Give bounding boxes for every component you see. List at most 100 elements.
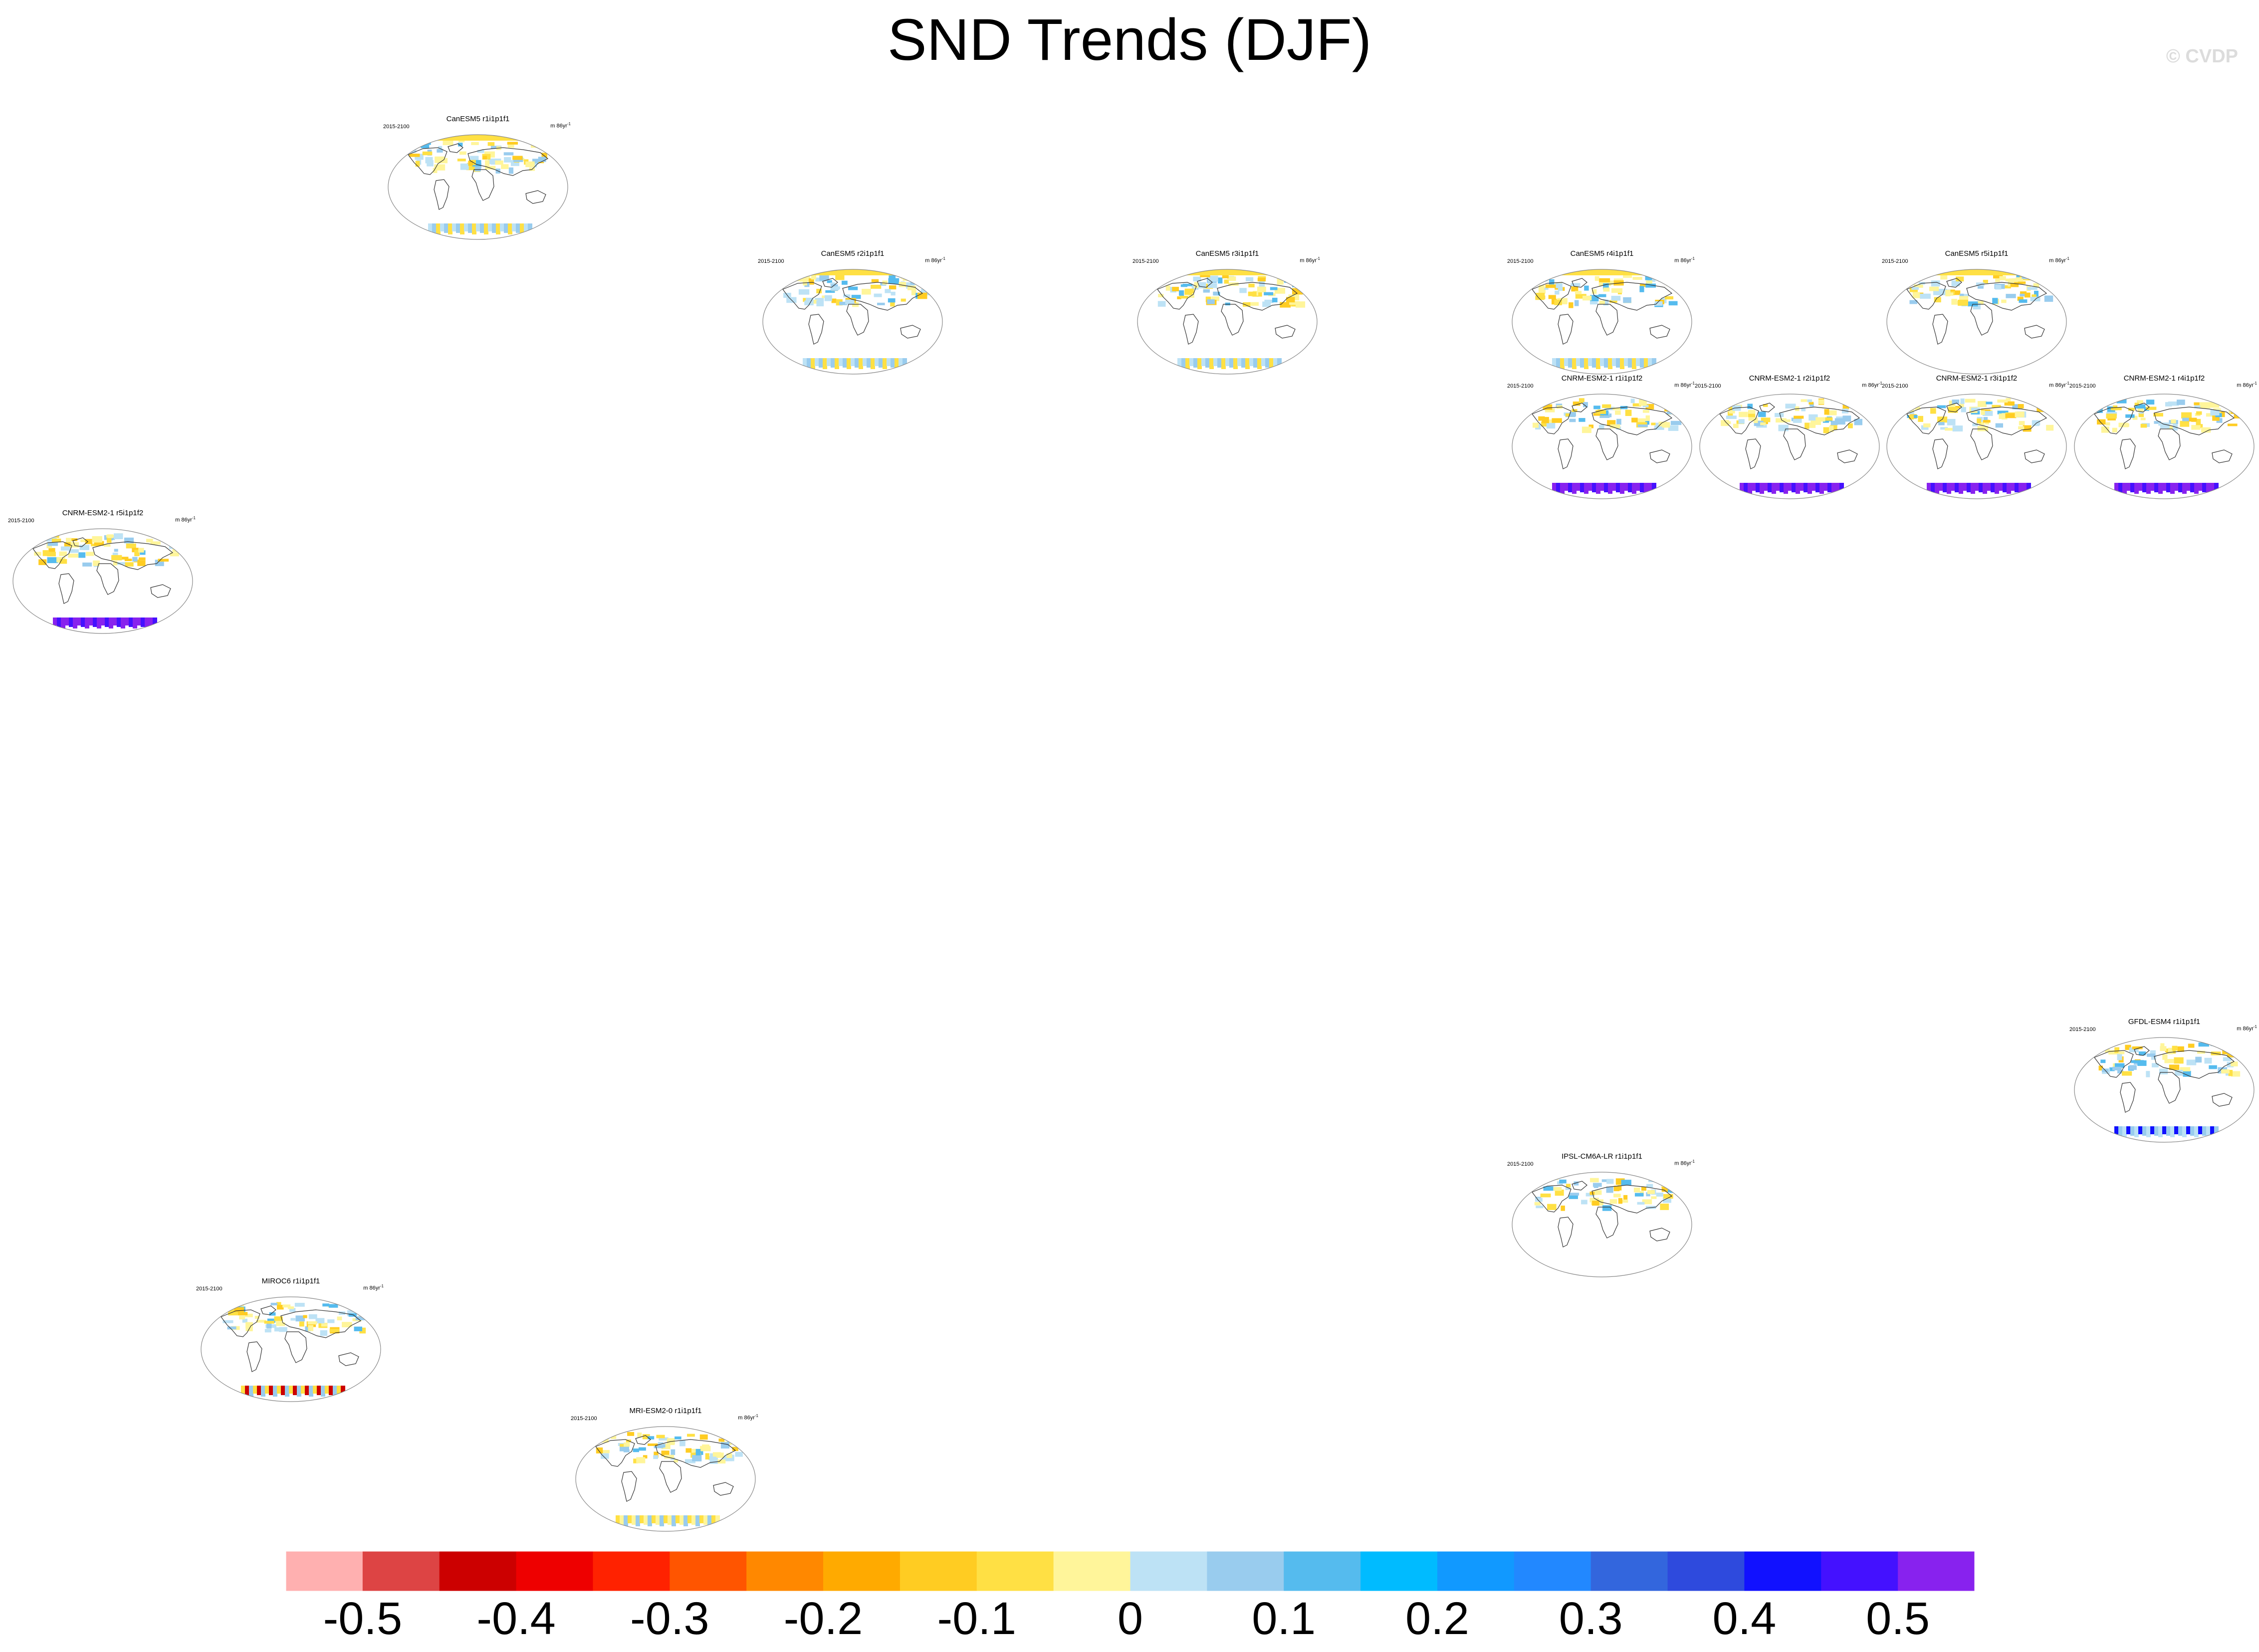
antarctic-cell (859, 358, 863, 369)
antarctic-cell (883, 358, 887, 369)
colorbar-tick-label: 0 (1117, 1593, 1143, 1644)
antarctic-cell (1181, 358, 1186, 368)
trend-cell (1598, 424, 1604, 429)
trend-cell (1534, 1202, 1541, 1206)
trend-cell (1601, 1179, 1609, 1182)
trend-cell (1637, 418, 1645, 422)
panel-units: m 86yr-1 (1862, 381, 1882, 389)
trend-cell (2175, 1069, 2183, 1076)
trend-cell (1208, 275, 1218, 282)
trend-cell (661, 1450, 670, 1456)
trend-cell (816, 300, 824, 307)
trend-cell (1645, 415, 1650, 421)
trend-cell (1979, 421, 1985, 425)
panel-title: CNRM-ESM2-1 r4i1p1f2 (2123, 374, 2205, 383)
trend-cell (59, 551, 67, 556)
antarctic-cell (2122, 1126, 2127, 1137)
trend-cell (256, 1320, 266, 1323)
trend-cell (113, 561, 118, 566)
trend-cell (2019, 299, 2028, 303)
antarctic-cell (149, 618, 153, 625)
trend-map-panel: MIROC6 r1i1p1f1 2015-2100 m 86yr-1 (196, 1277, 386, 1404)
trend-cell (1956, 276, 1964, 282)
trend-cell (112, 552, 118, 557)
trend-cell (2003, 285, 2011, 289)
trend-cell (1552, 418, 1562, 423)
trend-cell (684, 1459, 696, 1463)
trend-cell (2194, 402, 2202, 406)
antarctic-cell (2214, 483, 2219, 492)
trend-cell (348, 1313, 357, 1317)
trend-cell (487, 159, 493, 165)
trend-cell (2171, 419, 2176, 423)
antarctic-cell (1995, 483, 1999, 494)
trend-cell (276, 1304, 284, 1310)
panel-period: 2015-2100 (2069, 383, 2096, 389)
trend-cell (1642, 410, 1649, 413)
trend-cell (1546, 419, 1556, 423)
trend-cell (687, 1434, 695, 1437)
trend-cell (2152, 1063, 2159, 1067)
antarctic-cell (1652, 483, 1656, 492)
trend-cell (1286, 297, 1295, 303)
trend-cell (124, 558, 132, 561)
trend-cell (2206, 413, 2214, 417)
trend-cell (1645, 404, 1654, 410)
antarctic-cell (1648, 358, 1652, 366)
trend-cell (1809, 403, 1814, 407)
antarctic-cell (851, 358, 855, 366)
trend-cell (1748, 414, 1756, 421)
panel-units: m 86yr-1 (2049, 381, 2069, 389)
trend-cell (1569, 1195, 1578, 1199)
antarctic-cell (687, 1515, 692, 1523)
antarctic-cell (285, 1386, 289, 1397)
trend-cell (146, 539, 153, 543)
panel-period: 2015-2100 (2069, 1027, 2096, 1032)
trend-cell (830, 282, 836, 286)
trend-cell (2018, 404, 2024, 409)
antarctic-cell (1644, 483, 1648, 494)
trend-cell (1592, 1201, 1599, 1206)
antarctic-cell (249, 1386, 253, 1397)
trend-cell (1589, 1178, 1599, 1183)
trend-cell (2033, 283, 2039, 288)
trend-cell (656, 1435, 665, 1439)
trend-cell (658, 1444, 666, 1448)
trend-cell (1776, 418, 1787, 423)
antarctic-cell (329, 1386, 333, 1395)
antarctic-cell (2122, 483, 2127, 494)
trend-cell (1930, 408, 1936, 414)
colorbar-swatch (1207, 1551, 1284, 1591)
trend-cell (140, 550, 146, 555)
trend-cell (504, 157, 511, 163)
trend-cell (825, 290, 835, 293)
antarctic-cell (2158, 1126, 2163, 1137)
trend-cell (425, 157, 433, 164)
antarctic-cell (1209, 358, 1214, 369)
trend-cell (1165, 285, 1170, 291)
trend-map-panel: CNRM-ESM2-1 r3i1p1f2 2015-2100 m 86yr-1 (1882, 374, 2071, 501)
trend-cell (1997, 411, 2009, 414)
world-map (388, 134, 568, 240)
trend-cell (2231, 1071, 2241, 1077)
trend-cell (2210, 410, 2220, 415)
trend-cell (47, 552, 56, 557)
trend-cell (2016, 277, 2024, 282)
trend-cell (1646, 1184, 1653, 1188)
trend-cell (1556, 283, 1563, 288)
trend-cell (882, 280, 888, 285)
antarctic-cell (1552, 483, 1557, 491)
antarctic-cell (305, 1386, 309, 1395)
antarctic-cell (683, 1515, 688, 1526)
trend-cell (1914, 407, 1920, 410)
panel-period: 2015-2100 (1882, 383, 1908, 389)
trend-cell (2146, 1071, 2150, 1077)
antarctic-cell (492, 223, 496, 233)
trend-cell (93, 560, 100, 566)
antarctic-cell (2214, 1126, 2219, 1136)
panel-units: m 86yr-1 (363, 1284, 384, 1291)
world-map (1512, 394, 1692, 499)
trend-cell (1977, 284, 1984, 289)
antarctic-cell (895, 358, 899, 369)
antarctic-cell (2206, 1126, 2211, 1137)
